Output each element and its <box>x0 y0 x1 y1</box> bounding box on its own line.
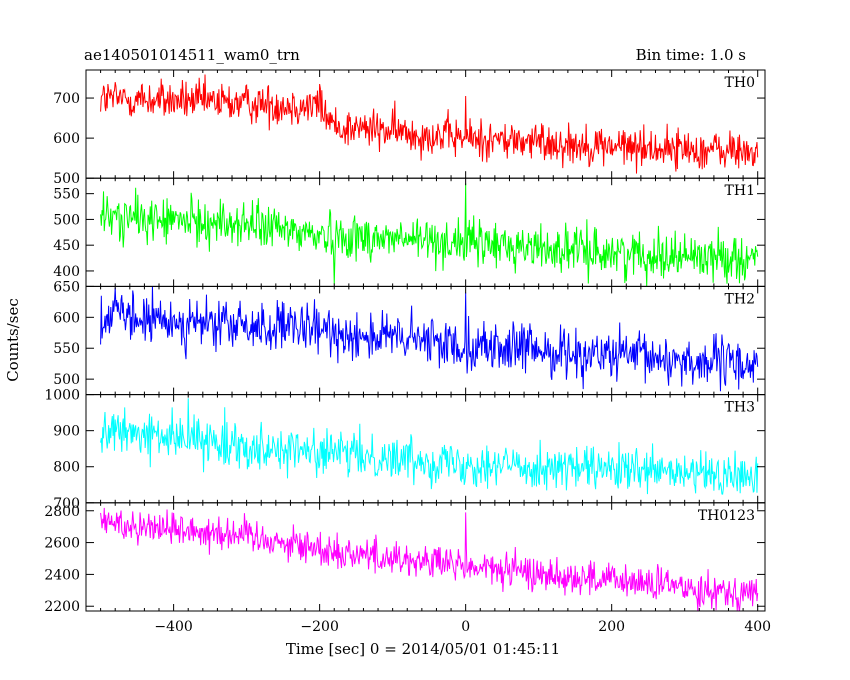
bin-time-label: Bin time: 1.0 s <box>636 46 746 64</box>
x-tick-label: 400 <box>744 619 771 635</box>
panel-th2: 500 550 600 650 TH2 <box>53 279 766 396</box>
y-tick-label: 500 <box>53 171 80 187</box>
panel-th3: 700 800 900 1000 TH3 <box>44 388 766 512</box>
y-tick-label: 2200 <box>44 599 80 615</box>
panel-label: TH3 <box>725 400 755 416</box>
series-line-th3 <box>100 398 759 495</box>
series-line-th2 <box>100 286 759 392</box>
y-tick-label: 800 <box>53 460 80 476</box>
panel-label: TH0123 <box>698 508 755 524</box>
x-tick-label: −400 <box>154 619 192 635</box>
chart-title: ae140501014511_wam0_trn <box>84 46 300 64</box>
y-tick-label: 550 <box>53 341 80 357</box>
y-axis-title: Counts/sec <box>4 298 22 382</box>
y-tick-label: 600 <box>53 310 80 326</box>
y-tick-label: 700 <box>53 496 80 512</box>
x-tick-label: −200 <box>300 619 338 635</box>
panel-frame <box>85 502 766 612</box>
y-tick-label: 700 <box>53 91 80 107</box>
y-tick-label: 550 <box>53 187 80 203</box>
x-axis-title: Time [sec] 0 = 2014/05/01 01:45:11 <box>286 640 560 658</box>
y-tick-label: 2800 <box>44 504 80 520</box>
panel-label: TH0 <box>725 75 755 91</box>
panel-label: TH1 <box>725 183 755 199</box>
y-tick-label: 500 <box>53 212 80 228</box>
y-tick-label: 450 <box>53 238 80 254</box>
y-tick-label: 500 <box>53 372 80 388</box>
panel-th1: 400 450 500 550 TH1 <box>53 177 766 287</box>
series-line-th0 <box>100 74 759 174</box>
x-tick-label: 200 <box>598 619 625 635</box>
y-tick-label: 900 <box>53 424 80 440</box>
y-tick-label: 600 <box>53 131 80 147</box>
panel-label: TH2 <box>725 291 755 307</box>
series-line-th0123 <box>100 507 759 611</box>
y-tick-label: 400 <box>53 264 80 280</box>
panel-th0: 500 600 700 TH0 <box>53 69 766 187</box>
y-tick-label: 2400 <box>44 567 80 583</box>
y-tick-label: 1000 <box>44 388 80 404</box>
panel-th0123: 2200 2400 2600 2800 TH0123 <box>44 502 766 615</box>
y-tick-label: 2600 <box>44 536 80 552</box>
series-line-th1 <box>100 183 759 286</box>
x-axis: −400 −200 0 200 400 <box>154 619 771 635</box>
x-tick-label: 0 <box>461 619 470 635</box>
y-tick-label: 650 <box>53 279 80 295</box>
